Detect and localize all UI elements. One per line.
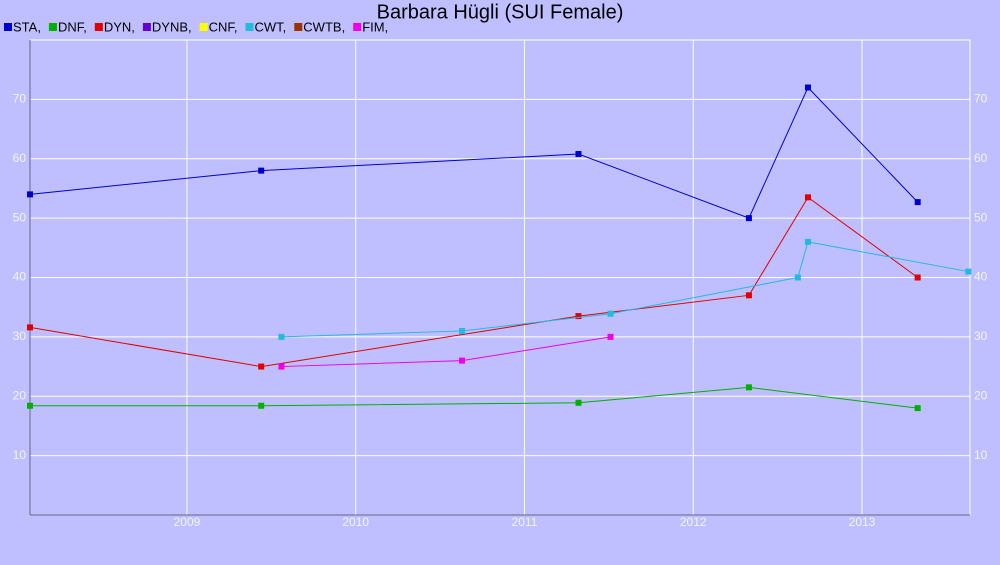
legend-label: CNF,	[209, 19, 238, 34]
legend-swatch	[142, 23, 151, 31]
legend-label: DYN,	[104, 19, 135, 34]
legend-label: FIM,	[362, 19, 388, 34]
data-point	[804, 84, 811, 91]
series-line	[29, 86, 919, 219]
data-point	[459, 327, 466, 334]
data-point	[27, 402, 33, 409]
data-point	[794, 274, 801, 281]
legend-swatch	[94, 23, 103, 31]
legend-label: DNF,	[58, 19, 87, 34]
legend-label: STA,	[13, 19, 41, 34]
legend-label: CWTB,	[303, 19, 345, 34]
y-tick-label: 20	[13, 388, 27, 402]
y2-tick-label: 30	[974, 329, 988, 343]
data-point	[27, 324, 33, 331]
y-tick-label: 60	[13, 151, 27, 165]
legend-swatch	[353, 23, 362, 31]
data-point	[575, 313, 582, 320]
y2-tick-label: 10	[974, 448, 988, 462]
data-point	[575, 151, 582, 157]
legend-swatch	[4, 23, 12, 31]
y2-tick-label: 60	[974, 151, 988, 165]
data-point	[804, 194, 811, 201]
series-line	[29, 196, 918, 368]
data-point	[914, 405, 921, 412]
y2-tick-label: 70	[974, 92, 988, 106]
data-point	[914, 199, 921, 206]
series-line	[281, 241, 969, 338]
data-point	[745, 384, 752, 391]
y2-tick-label: 50	[974, 210, 988, 224]
data-point	[914, 274, 921, 281]
data-point	[804, 238, 811, 245]
legend-swatch	[48, 23, 57, 31]
data-point	[575, 399, 582, 406]
data-point	[745, 215, 752, 222]
legend-label: CWT,	[255, 19, 287, 34]
data-point	[258, 363, 265, 370]
data-point	[607, 310, 614, 317]
x-tick-label: 2011	[512, 515, 538, 529]
data-point	[459, 357, 466, 364]
chart-title: Barbara Hügli (SUI Female)	[377, 1, 624, 23]
x-tick-label: 2009	[174, 515, 201, 529]
y2-tick-label: 20	[974, 388, 988, 402]
data-point	[965, 268, 972, 275]
data-point	[27, 191, 33, 198]
data-point	[607, 333, 614, 340]
y2-tick-label: 40	[974, 270, 988, 284]
data-point	[278, 363, 285, 370]
legend-swatch	[294, 23, 303, 31]
x-tick-label: 2013	[849, 515, 876, 529]
y-tick-label: 10	[13, 448, 27, 462]
x-tick-label: 2012	[680, 515, 707, 529]
data-point	[258, 167, 265, 174]
y-tick-label: 70	[13, 92, 27, 106]
legend-swatch	[245, 23, 254, 31]
data-point	[745, 292, 752, 299]
y-tick-label: 40	[13, 270, 27, 284]
data-point	[278, 333, 285, 340]
x-tick-label: 2010	[342, 515, 369, 529]
legend-label: DYNB,	[152, 19, 192, 34]
y-tick-label: 30	[13, 329, 27, 343]
legend-swatch	[199, 23, 208, 31]
data-point	[258, 402, 265, 409]
y-tick-label: 50	[13, 210, 27, 224]
